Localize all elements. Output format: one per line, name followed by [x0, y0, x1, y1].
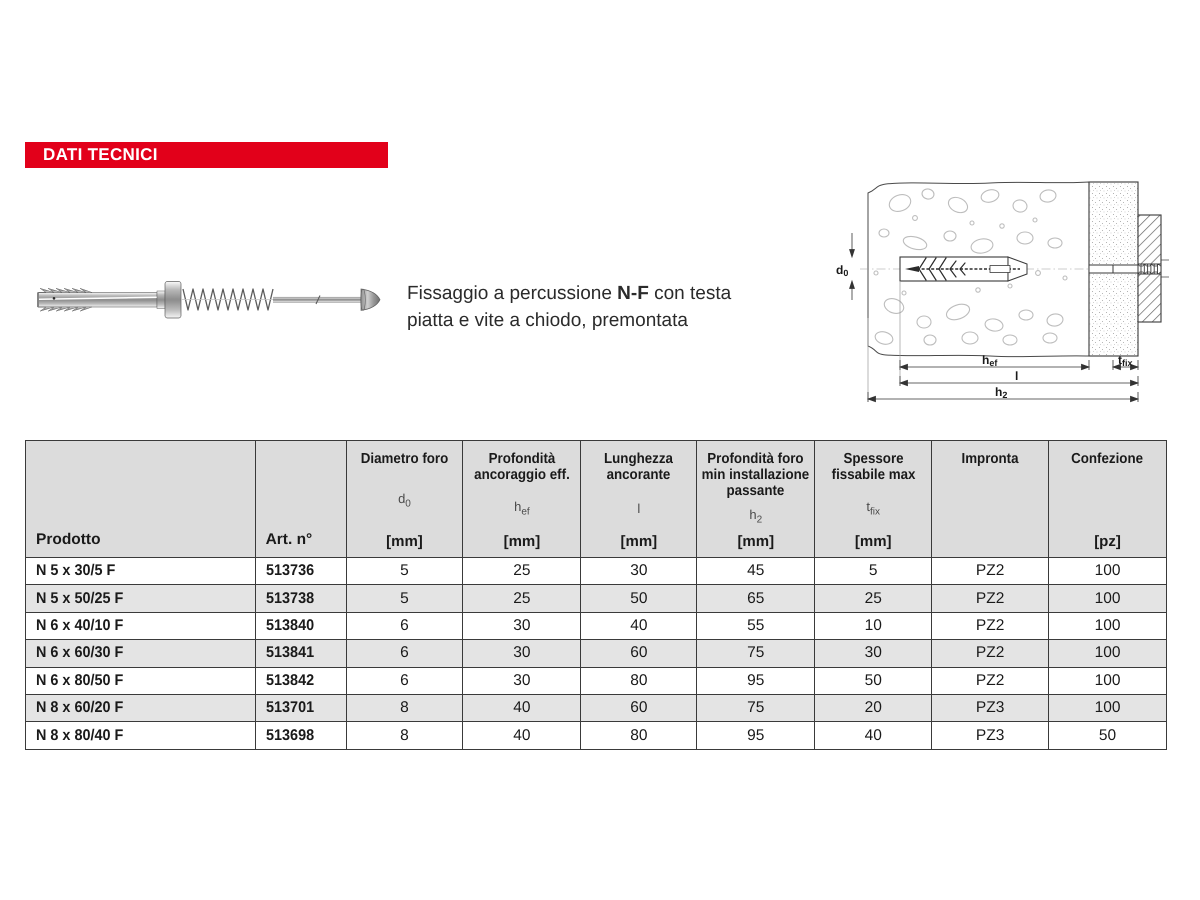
svg-text:d0: d0 [836, 263, 848, 278]
svg-text:l: l [1015, 369, 1018, 383]
svg-text:h2: h2 [995, 385, 1007, 400]
